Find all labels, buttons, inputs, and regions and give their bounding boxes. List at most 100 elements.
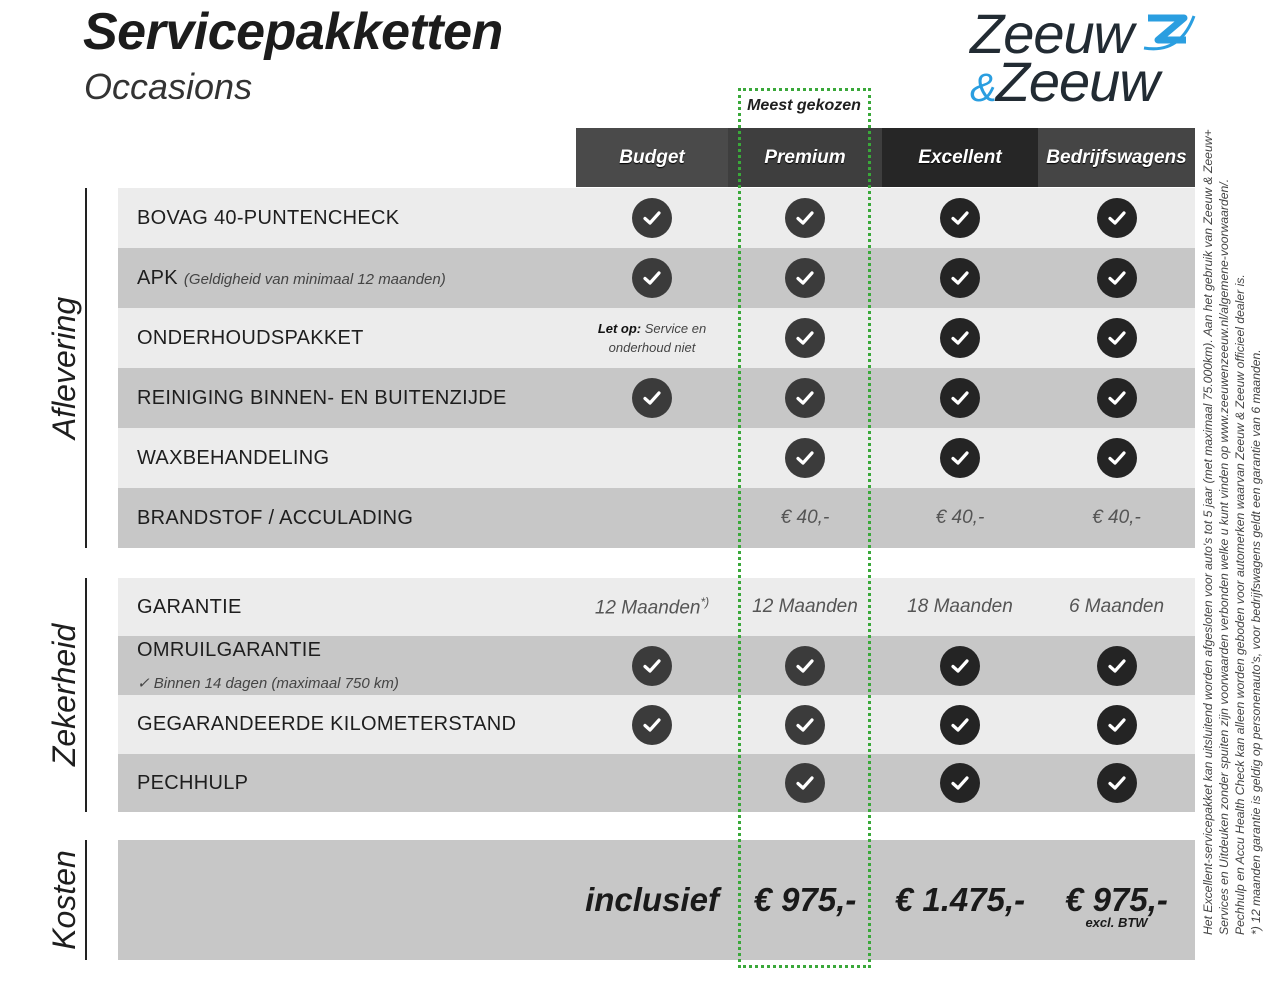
- page-title: Servicepakketten: [83, 3, 503, 61]
- price-value: inclusief: [585, 883, 719, 917]
- price-value: € 1.475,-: [895, 883, 1025, 917]
- cell-value-text: 12 Maanden: [752, 596, 858, 617]
- cell-bedrijfswagens: [1038, 188, 1195, 248]
- cell-premium: € 40,-: [728, 488, 882, 548]
- cell-value-text: € 40,-: [780, 507, 830, 528]
- cell-bedrijfswagens: [1038, 308, 1195, 368]
- table-row: APK (Geldigheid van minimaal 12 maanden): [118, 248, 1195, 308]
- price-note: excl. BTW: [1085, 915, 1148, 930]
- section-divider: [85, 578, 87, 812]
- cell-budget: [576, 368, 728, 428]
- check-icon: [785, 258, 825, 298]
- column-header-premium: Premium: [728, 128, 882, 187]
- column-header-excellent: Excellent: [882, 128, 1038, 187]
- footnote: Pechhulp en Accu Health Check kan alleen…: [1233, 274, 1247, 935]
- cell-premium: [728, 248, 882, 308]
- check-icon: [940, 318, 980, 358]
- cell-value: 12 Maanden: [752, 596, 858, 618]
- cell-value-text: € 40,-: [1092, 507, 1141, 528]
- row-label-text: GEGARANDEERDE KILOMETERSTAND: [137, 713, 517, 735]
- row-label-text: BRANDSTOF / ACCULADING: [137, 506, 414, 529]
- cell-excellent: [882, 636, 1038, 695]
- row-label-text: APK: [137, 266, 178, 289]
- cell-value-text: 18 Maanden: [907, 596, 1013, 617]
- cell-value-text: 12 Maanden: [594, 597, 701, 619]
- most-chosen-label: Meest gekozen: [747, 97, 861, 114]
- row-label: APK (Geldigheid van minimaal 12 maanden): [137, 267, 446, 290]
- row-label-text: PECHHULP: [137, 771, 249, 794]
- section-label-zekerheid: Zekerheid: [46, 623, 82, 767]
- footnote: Services en Uitdeuken zonder spuiten zij…: [1217, 178, 1231, 935]
- check-icon: [785, 318, 825, 358]
- check-icon: [785, 438, 825, 478]
- note-text: Service en onderhoud niet: [608, 321, 707, 355]
- column-header-bedrijfswagens: Bedrijfswagens: [1038, 128, 1195, 187]
- footnote-marker: *): [700, 594, 710, 609]
- logo-ampersand: &: [970, 66, 997, 110]
- cell-value: 18 Maanden: [907, 596, 1013, 618]
- check-icon: [1096, 258, 1137, 298]
- check-icon: [1096, 645, 1137, 686]
- check-icon: [632, 704, 672, 745]
- row-label-text: ONDERHOUDSPAKKET: [137, 326, 364, 349]
- table-row: OMRUILGARANTIE ✓ Binnen 14 dagen (maximaa…: [118, 636, 1195, 695]
- cell-excellent: [882, 368, 1038, 428]
- check-icon: [632, 198, 672, 238]
- section-divider: [85, 188, 87, 548]
- check-icon: [940, 438, 980, 478]
- cell-budget: [576, 754, 728, 812]
- cell-premium: [728, 754, 882, 812]
- row-label: GARANTIE: [137, 596, 242, 619]
- footnotes: Het Excellent-servicepakket kan uitsluit…: [1200, 120, 1264, 935]
- cell-bedrijfswagens: [1038, 248, 1195, 308]
- price-value: € 975,- excl. BTW: [1065, 881, 1168, 930]
- check-icon: [1096, 704, 1137, 745]
- cell-budget: 12 Maanden*): [576, 578, 728, 636]
- brand-logo: Zeeuw &Zeeuw: [968, 4, 1198, 112]
- cell-value: 12 Maanden*): [595, 595, 709, 619]
- note-emphasis: Let op:: [597, 321, 642, 336]
- cell-excellent: € 40,-: [882, 488, 1038, 548]
- cell-premium: [728, 368, 882, 428]
- check-icon: [1096, 763, 1137, 803]
- cell-bedrijfswagens: [1038, 428, 1195, 488]
- cell-budget: [576, 488, 728, 548]
- cell-premium: [728, 188, 882, 248]
- cell-budget: [576, 188, 728, 248]
- row-label: OMRUILGARANTIE: [137, 639, 321, 662]
- logo-text: Zeeuw: [995, 50, 1160, 113]
- row-label-text: BOVAG 40-PUNTENCHECK: [137, 206, 400, 229]
- cell-excellent: [882, 754, 1038, 812]
- table-row: REINIGING BINNEN- EN BUITENZIJDE: [118, 368, 1195, 428]
- cell-budget: inclusief: [576, 840, 728, 960]
- price-text: € 975,-: [1065, 881, 1168, 918]
- row-label: ONDERHOUDSPAKKET: [137, 327, 364, 350]
- cell-value: € 40,-: [781, 507, 830, 529]
- logo-z-mark-icon: [1143, 14, 1196, 51]
- price-text: € 975,-: [753, 881, 857, 918]
- table-row: WAXBEHANDELING: [118, 428, 1195, 488]
- cell-note: Let op: Service en onderhoud niet: [593, 319, 711, 357]
- cell-value: 6 Maanden: [1069, 596, 1164, 618]
- cell-budget: [576, 428, 728, 488]
- table-row: PECHHULP: [118, 754, 1195, 812]
- row-label-text: WAXBEHANDELING: [137, 446, 330, 469]
- cell-bedrijfswagens: [1038, 368, 1195, 428]
- table-row: BRANDSTOF / ACCULADING € 40,- € 40,- € 40,-: [118, 488, 1195, 548]
- logo-text-line2: &Zeeuw: [970, 50, 1160, 118]
- price-value: € 975,-: [754, 883, 857, 917]
- footnote: *) 12 maanden garantie is geldig op pers…: [1249, 349, 1263, 935]
- check-icon: [940, 378, 980, 418]
- cell-premium: € 975,-: [728, 840, 882, 960]
- table-row: inclusief € 975,- € 1.475,- € 975,- excl. BT…: [118, 840, 1195, 960]
- row-label: PECHHULP: [137, 772, 248, 795]
- footnote: Het Excellent-servicepakket kan uitsluit…: [1201, 129, 1215, 935]
- cell-excellent: [882, 308, 1038, 368]
- cell-bedrijfswagens: [1038, 636, 1195, 695]
- check-icon: [785, 378, 825, 418]
- cell-bedrijfswagens: [1038, 754, 1195, 812]
- cell-excellent: [882, 695, 1038, 754]
- check-icon: [785, 198, 825, 238]
- table-row: GEGARANDEERDE KILOMETERSTAND: [118, 695, 1195, 754]
- cell-excellent: [882, 188, 1038, 248]
